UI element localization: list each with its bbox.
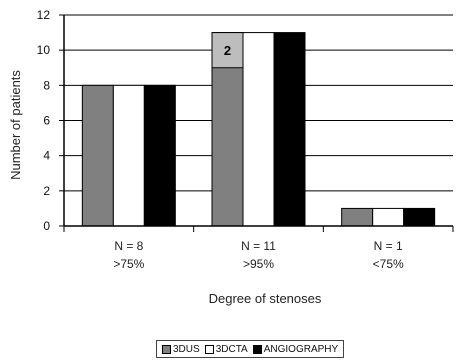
legend-item-3dcta: 3DCTA [204,343,248,355]
category-n-label: N = 11 [241,239,276,253]
y-tick-label: 10 [37,43,51,57]
y-tick-label: 12 [37,8,51,22]
annotation: 2 [211,32,244,69]
bar-3dcta-2 [242,32,275,227]
legend-label: ANGIOGRAPHY [263,343,339,355]
y-tick-label: 8 [43,78,50,92]
legend-label: 3DCTA [215,343,248,355]
legend-label: 3DUS [173,343,200,355]
y-tick-label: 6 [43,114,50,128]
bar-angiography-1 [143,84,176,227]
y-axis-title: Number of patients [8,70,23,180]
category-n-label: N = 1 [374,239,403,253]
bar-angiography-2 [273,32,306,227]
category-n-label: N = 8 [114,239,143,253]
y-tick-label: 2 [43,184,50,198]
bar-3dcta-1 [112,84,145,227]
legend-item-3dus: 3DUS [162,344,200,355]
y-tick-label: 0 [43,219,50,233]
legend-item-angiography: ANGIOGRAPHY [252,343,339,355]
bar-chart: 2 0 2 4 6 8 10 12 N = 8 >75% N = 11 >95% N = 1 <75%… [8,8,454,306]
category-range-label: >75% [113,257,144,271]
bar-angiography-3 [403,207,436,227]
category-range-label: <75% [373,257,404,271]
bar-3dus-1 [81,84,114,227]
bar-3dcta-3 [372,207,405,227]
annotation-label: 2 [224,43,231,58]
y-tick-label: 4 [43,149,50,163]
annotation-box [211,32,244,69]
legend-swatch [252,344,262,354]
legend-swatch [162,344,171,354]
category-labels: N = 8 >75% N = 11 >95% N = 1 <75% [113,239,404,271]
x-axis-title: Degree of stenoses [209,291,322,306]
legend: 3DUS 3DCTA ANGIOGRAPHY [156,340,345,358]
legend-swatch [204,344,214,354]
bar-3dus-3 [341,207,374,227]
bars [81,32,436,227]
y-tick-labels: 0 2 4 6 8 10 12 [37,8,64,233]
category-range-label: >95% [243,257,274,271]
